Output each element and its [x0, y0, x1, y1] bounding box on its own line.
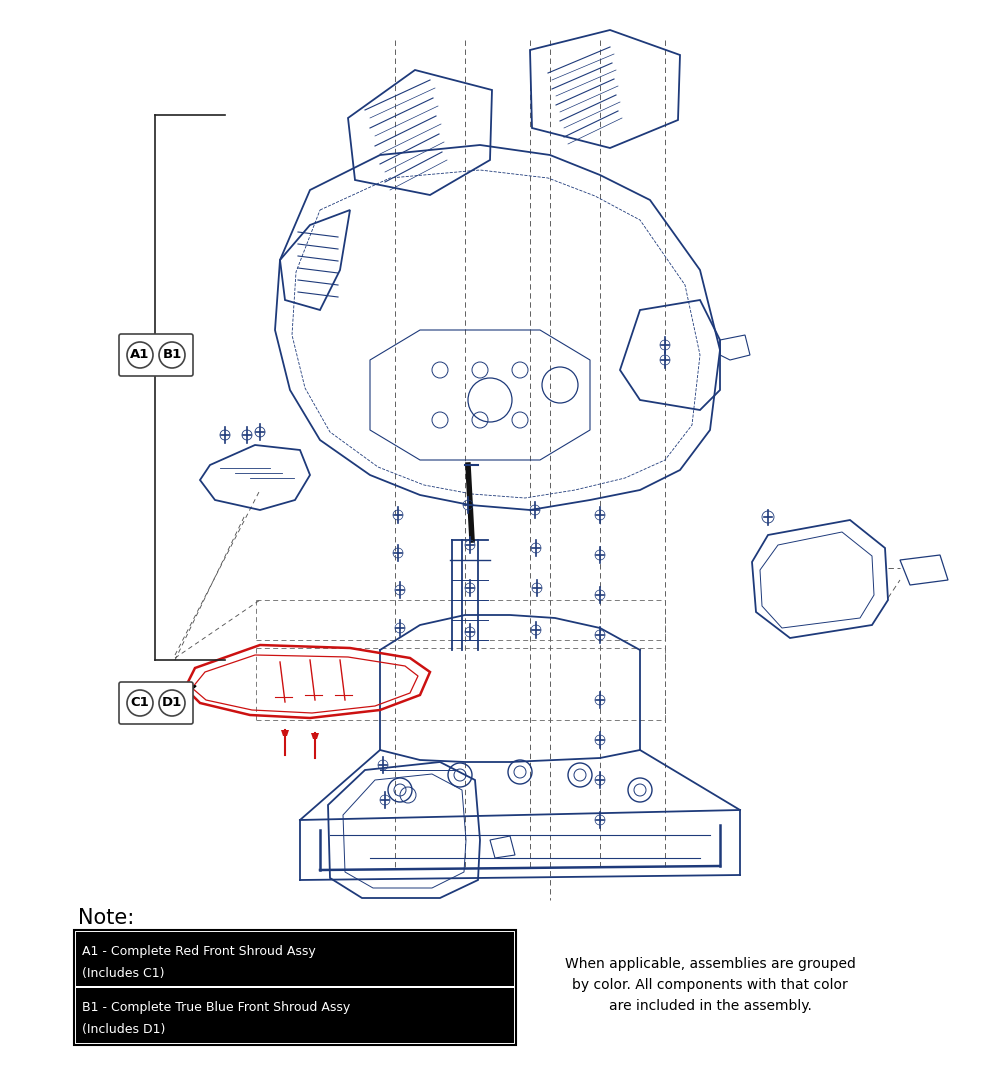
Text: (Includes C1): (Includes C1) [82, 968, 164, 981]
FancyBboxPatch shape [119, 682, 193, 724]
Polygon shape [281, 730, 289, 736]
Text: A1: A1 [130, 349, 150, 362]
FancyBboxPatch shape [76, 931, 514, 986]
Circle shape [127, 343, 153, 368]
Text: C1: C1 [131, 697, 149, 710]
Circle shape [159, 690, 185, 716]
Circle shape [127, 690, 153, 716]
Text: A1 - Complete Red Front Shroud Assy: A1 - Complete Red Front Shroud Assy [82, 945, 316, 958]
Text: (Includes D1): (Includes D1) [82, 1023, 165, 1036]
Text: B1 - Complete True Blue Front Shroud Assy: B1 - Complete True Blue Front Shroud Ass… [82, 1002, 350, 1015]
FancyBboxPatch shape [119, 334, 193, 376]
FancyBboxPatch shape [74, 930, 516, 1045]
FancyBboxPatch shape [76, 988, 514, 1044]
Text: B1: B1 [162, 349, 182, 362]
Polygon shape [311, 733, 319, 739]
Text: D1: D1 [162, 697, 182, 710]
Text: When applicable, assemblies are grouped
by color. All components with that color: When applicable, assemblies are grouped … [565, 957, 855, 1013]
Text: Note:: Note: [78, 908, 134, 928]
Circle shape [159, 343, 185, 368]
